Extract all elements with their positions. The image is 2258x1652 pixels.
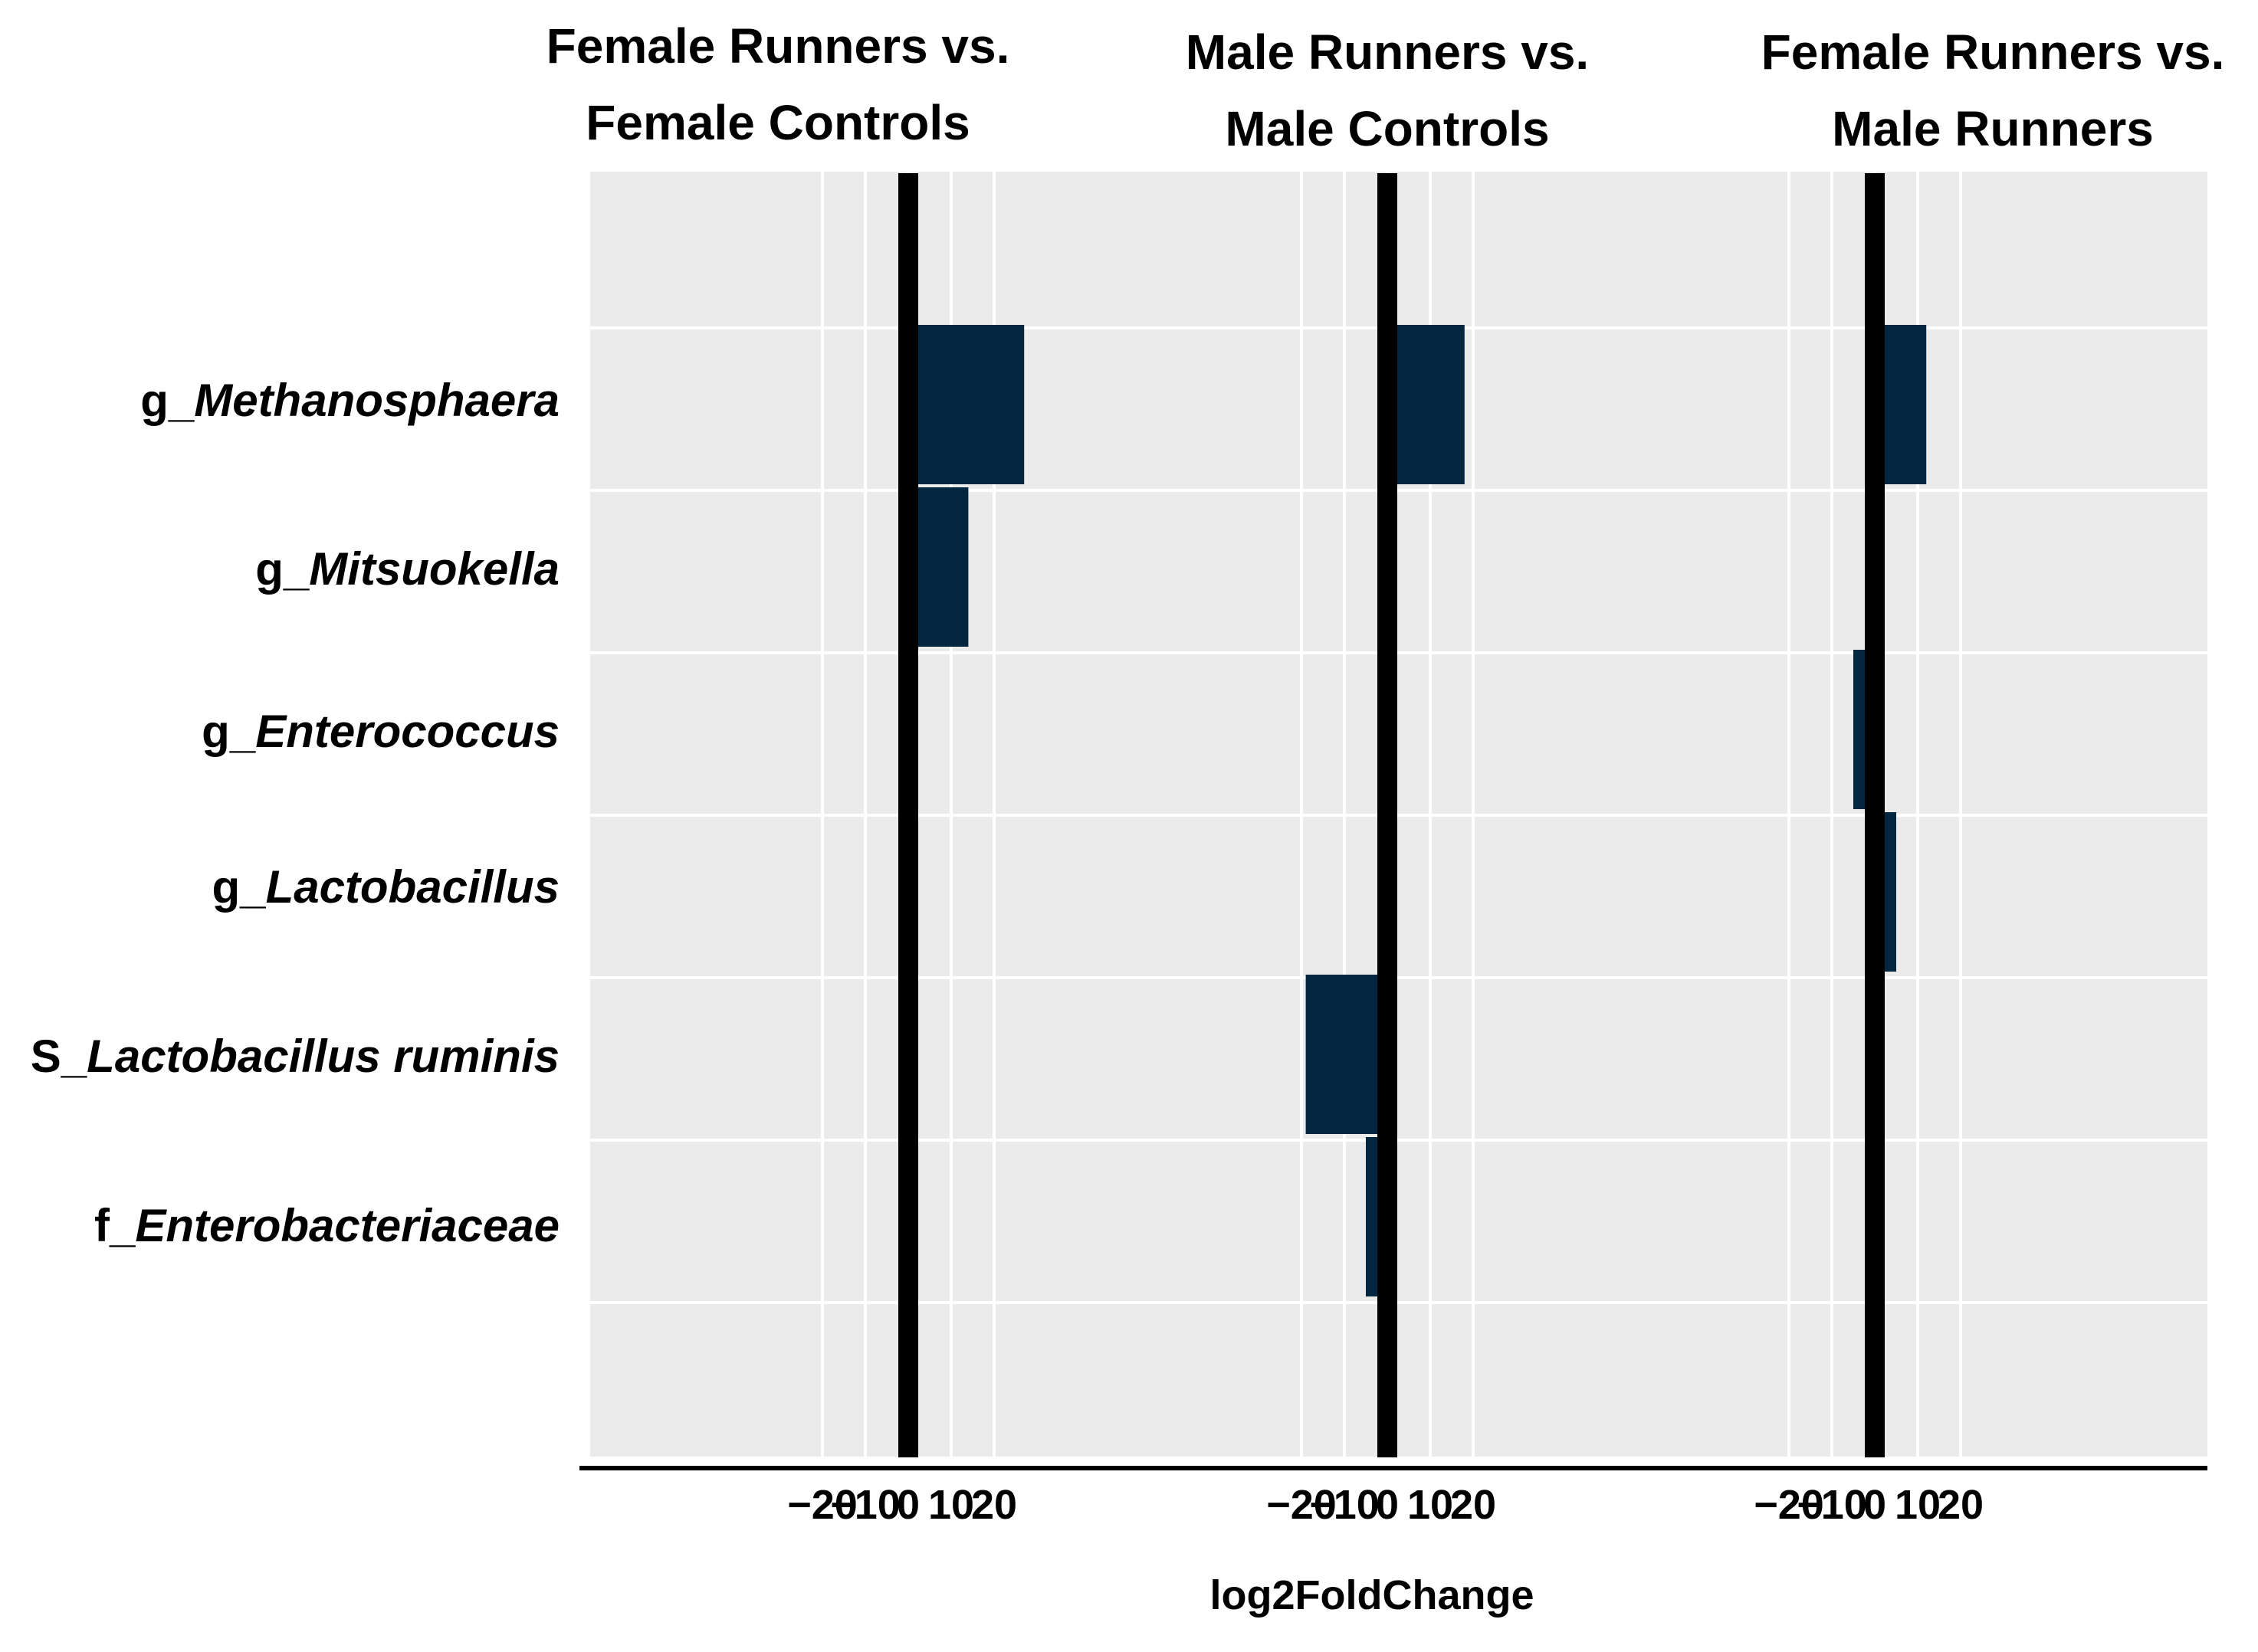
x-tick-label: 20	[1938, 1482, 1984, 1528]
bar-panel2-lactobacillus-ruminis	[1305, 975, 1387, 1134]
zero-line-panel2	[1377, 173, 1397, 1457]
labels: Female Runners vs. Female Controls Male Ru…	[31, 18, 2225, 1528]
category-label: S_Lactobacillus ruminis	[31, 1031, 560, 1082]
x-tick-label: 10	[1895, 1482, 1941, 1528]
x-axis-title: log2FoldChange	[1210, 1572, 1534, 1618]
x-tick-label: −10	[1309, 1482, 1380, 1528]
x-tick-label: 0	[897, 1482, 920, 1528]
category-label: g_Lactobacillus	[212, 861, 560, 913]
bar-panel1-methanosphaera	[908, 325, 1025, 484]
panel-title-1-line-2: Female Controls	[586, 95, 970, 150]
x-tick-label: 10	[1407, 1482, 1453, 1528]
panel-title-1-line-1: Female Runners vs.	[546, 18, 1010, 74]
x-tick-label: 0	[1376, 1482, 1399, 1528]
x-tick-label: 20	[1450, 1482, 1496, 1528]
category-label: g_Mitsuokella	[255, 543, 560, 595]
x-tick-label: 20	[971, 1482, 1017, 1528]
x-tick-label: 10	[928, 1482, 974, 1528]
panel-title-2-line-2: Male Controls	[1225, 101, 1549, 156]
category-label: g_Enterococcus	[202, 706, 560, 757]
zero-line-panel1	[898, 173, 918, 1457]
category-label: f_Enterobacteriaceae	[94, 1200, 560, 1251]
x-tick-label: 0	[1863, 1482, 1886, 1528]
zero-line-panel3	[1865, 173, 1885, 1457]
x-tick-label: −20	[1754, 1482, 1824, 1528]
panel-title-2-line-1: Male Runners vs.	[1186, 25, 1589, 80]
bar-panel2-methanosphaera	[1387, 325, 1465, 484]
panel-title-3-line-1: Female Runners vs.	[1761, 25, 2225, 80]
x-tick-label: −20	[787, 1482, 858, 1528]
bar-panel1-mitsuokella	[908, 487, 969, 647]
x-tick-label: −20	[1266, 1482, 1337, 1528]
panel-title-3-line-2: Male Runners	[1832, 101, 2154, 156]
x-tick-label: −10	[1797, 1482, 1867, 1528]
category-label: g_Methanosphaera	[140, 375, 560, 426]
zero-lines	[898, 173, 1885, 1457]
x-tick-label: −10	[830, 1482, 901, 1528]
